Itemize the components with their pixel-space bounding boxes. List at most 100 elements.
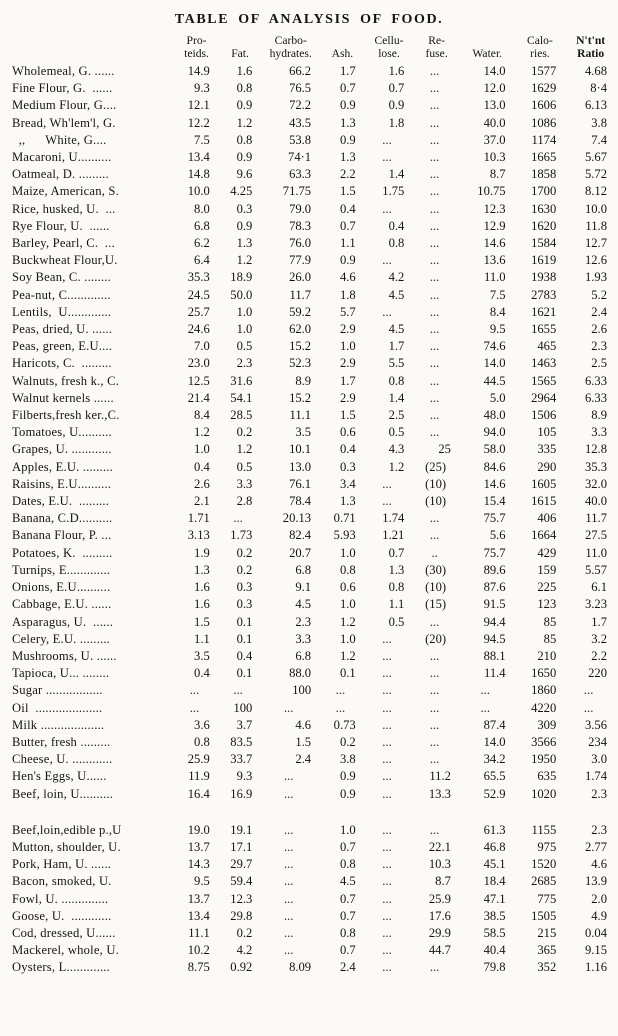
value-cell: 12.9 <box>483 218 506 233</box>
value-cell: 10.2 <box>187 943 210 958</box>
value-cell: 1.2 <box>236 442 253 457</box>
value-cell: 0.71 <box>333 511 356 526</box>
value-cell: 5.2 <box>591 287 607 302</box>
value-cell: 0.8 <box>236 132 253 147</box>
value-cell: 16.9 <box>230 786 253 801</box>
value-cell: ... <box>382 648 392 663</box>
food-name: Beef,loin,edible p.,U <box>12 822 122 837</box>
food-name: Celery, E.U. ......... <box>12 631 111 646</box>
value-cell: ... <box>429 614 440 629</box>
value-cell: ... <box>233 511 243 526</box>
value-cell: 38.5 <box>483 908 506 923</box>
value-cell: 1506 <box>531 408 557 423</box>
value-cell: 7.5 <box>489 287 506 302</box>
value-cell: 34.2 <box>483 752 506 767</box>
value-cell: ... <box>284 786 294 801</box>
food-name: Dates, E.U. ......... <box>12 494 110 509</box>
value-cell: 13.4 <box>187 150 210 165</box>
value-cell: 1086 <box>531 115 557 130</box>
value-cell: 1505 <box>531 908 557 923</box>
value-cell: 14.3 <box>187 857 210 872</box>
value-cell: 11.1 <box>188 925 210 940</box>
value-cell: 1619 <box>531 253 557 268</box>
table-row: Walnuts, fresh k., C. 12.5 31.6 8.9 1.7 0.8..… <box>4 373 616 390</box>
value-cell: ... <box>583 700 594 715</box>
value-cell: 1584 <box>531 236 557 251</box>
value-cell: ... <box>189 683 200 698</box>
value-cell: 1.7 <box>339 64 356 78</box>
table-row: Bacon, smoked, U. 9.5 59.4... 4.5... 8.7 18.4… <box>4 873 616 890</box>
value-cell: 0.3 <box>236 597 253 612</box>
value-cell: 74·1 <box>288 150 312 165</box>
value-cell: 1.0 <box>339 339 356 354</box>
food-name: Pork, Ham, U. ...... <box>12 857 112 872</box>
value-cell: 0.73 <box>333 717 356 732</box>
value-cell: 3.5 <box>194 648 210 663</box>
value-cell: 29.8 <box>230 908 253 923</box>
value-cell: 48.0 <box>483 408 506 423</box>
value-cell: 40.0 <box>584 494 607 509</box>
food-name: Rice, husked, U. ... <box>12 201 116 216</box>
value-cell: 1.6 <box>194 597 210 612</box>
value-cell: ... <box>382 752 392 767</box>
value-cell: 0.2 <box>339 734 356 749</box>
table-row: Mushrooms, U. ...... 3.5 0.4 6.8 1.2...... 88… <box>4 648 616 665</box>
value-cell: ... <box>233 683 243 698</box>
value-cell: 14.8 <box>187 167 210 182</box>
value-cell: 365 <box>537 943 557 958</box>
table-row: Macaroni, U.......... 13.4 0.9 74·1 1.3.....… <box>4 149 616 166</box>
value-cell: ... <box>335 683 346 698</box>
table-row: Celery, E.U. ......... 1.1 0.1 3.3 1.0... (20… <box>4 631 616 648</box>
value-cell: 6.8 <box>295 562 312 577</box>
value-cell: 94.5 <box>483 631 506 646</box>
value-cell: 1629 <box>531 81 557 96</box>
column-header: Re-fuse. <box>425 34 448 60</box>
food-name: Cheese, U. ............ <box>12 752 113 767</box>
page-title: TABLE OF ANALYSIS OF FOOD. <box>174 12 444 27</box>
value-cell: 11.9 <box>188 769 210 784</box>
value-cell: (10) <box>425 476 447 491</box>
value-cell: 159 <box>537 562 557 577</box>
value-cell: ... <box>382 822 392 837</box>
value-cell: 37.0 <box>483 132 506 147</box>
value-cell: 0.2 <box>236 425 253 440</box>
value-cell: 1860 <box>531 683 557 698</box>
value-cell: 220 <box>588 666 607 681</box>
value-cell: (25) <box>425 459 447 474</box>
value-cell: ... <box>189 700 200 715</box>
value-cell: 0.9 <box>339 253 356 268</box>
value-cell: 635 <box>537 769 557 784</box>
value-cell: 352 <box>537 960 557 975</box>
value-cell: 1.6 <box>388 64 405 78</box>
value-cell: 71.75 <box>282 184 312 199</box>
value-cell: 3.8 <box>339 752 356 767</box>
value-cell: 0.8 <box>388 236 405 251</box>
value-cell: 1.1 <box>339 236 356 251</box>
value-cell: 0.9 <box>236 150 253 165</box>
value-cell: 0.8 <box>194 734 210 749</box>
value-cell: 1655 <box>531 322 557 337</box>
value-cell: ... <box>284 925 294 940</box>
value-cell: 35.3 <box>584 459 607 474</box>
value-cell: 44.7 <box>428 943 451 958</box>
value-cell: 0.9 <box>339 132 356 147</box>
value-cell: 100 <box>233 700 253 715</box>
value-cell: 9.15 <box>584 943 607 958</box>
value-cell: 24.6 <box>187 322 210 337</box>
value-cell: 1.1 <box>194 631 210 646</box>
table-row: Mutton, shoulder, U. 13.7 17.1... 0.7... 22.… <box>4 839 616 856</box>
value-cell: 2.1 <box>194 494 210 509</box>
value-cell: 8.09 <box>289 960 312 975</box>
food-name: Butter, fresh ......... <box>12 734 111 749</box>
value-cell: 12.3 <box>230 891 253 906</box>
value-cell: 83.5 <box>230 734 253 749</box>
value-cell: ... <box>382 943 392 958</box>
value-cell: 0.8 <box>339 562 356 577</box>
food-name-column-header <box>4 34 174 63</box>
value-cell: 14.6 <box>483 476 506 491</box>
value-cell: 2.6 <box>194 476 210 491</box>
value-cell: 0.4 <box>194 459 210 474</box>
value-cell: 28.5 <box>230 408 253 423</box>
value-cell: 1650 <box>531 666 557 681</box>
value-cell: 2.2 <box>591 648 607 663</box>
